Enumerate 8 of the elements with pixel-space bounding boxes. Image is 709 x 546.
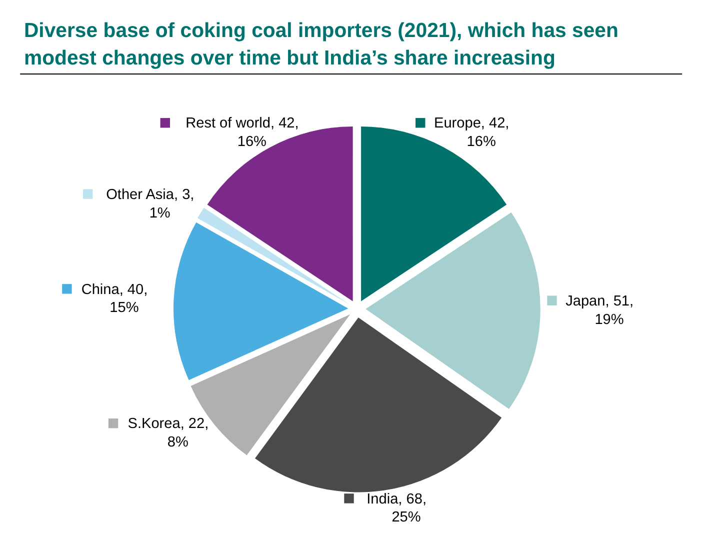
legend-label: China, 40, 15% bbox=[81, 282, 148, 316]
legend-label: Europe, 42, 16% bbox=[434, 116, 510, 150]
legend-label: Other Asia, 3, 1% bbox=[106, 186, 194, 222]
legend-label: S.Korea, 22, 8% bbox=[128, 416, 209, 451]
legend-label: India, 68, 25% bbox=[366, 491, 427, 526]
legend-label: Japan, 51, 19% bbox=[566, 293, 634, 328]
chart-title: Diverse base of coking coal importers (2021), which has seen modest changes over time but India’s share increasing bbox=[24, 20, 618, 70]
legend-label: Rest of world, 42, 16% bbox=[186, 116, 299, 150]
